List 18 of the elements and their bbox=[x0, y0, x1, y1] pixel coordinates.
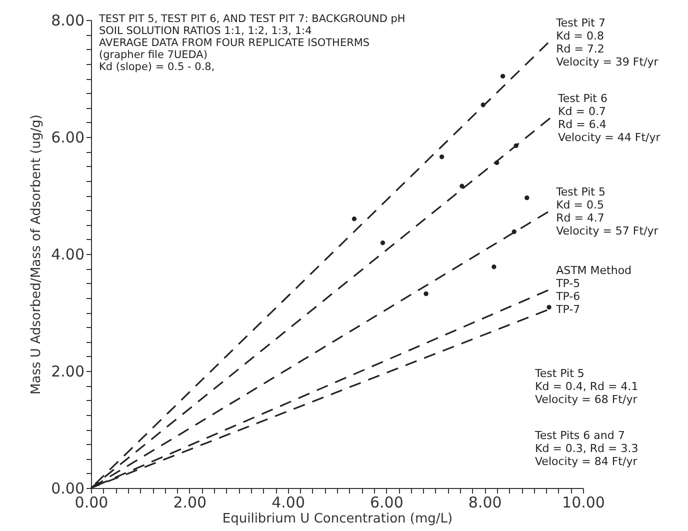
x-tick-label: 10.00 bbox=[562, 494, 605, 512]
y-tick-label: 4.00 bbox=[51, 246, 84, 264]
annotation: ASTM Method TP-5 TP-6 TP-7 bbox=[555, 264, 632, 316]
annotation: Test Pit 7 Kd = 0.8 Rd = 7.2 Velocity = 39 Ft/yr bbox=[555, 16, 659, 68]
annotation: Test Pit 6 Kd = 0.7 Rd = 6.4 Velocity = 44 Ft/yr bbox=[557, 92, 661, 144]
annotation: Test Pit 5 Kd = 0.5 Rd = 4.7 Velocity = 57 Ft/yr bbox=[555, 185, 659, 238]
y-axis-title: Mass U Adsorbed/Mass of Adsorbent (ug/g) bbox=[29, 114, 44, 394]
y-tick-label: 2.00 bbox=[51, 362, 84, 380]
x-tick-label: 6.00 bbox=[370, 494, 404, 512]
x-tick-label: 8.00 bbox=[468, 494, 502, 512]
annotation: Test Pit 5 Kd = 0.4, Rd = 4.1 Velocity = 68 Ft/yr bbox=[534, 367, 638, 406]
y-tick-label: 6.00 bbox=[51, 128, 84, 146]
annotation: Test Pits 6 and 7 Kd = 0.3, Rd = 3.3 Velocity = 84 Ft/yr bbox=[534, 429, 638, 468]
annotation: TEST PIT 5, TEST PIT 6, AND TEST PIT 7: BACKGROUND pH SOIL SOLUTION RATIOS 1:1, 1:2, 1:3, 1:4 AVERAGE DATA FROM FOUR REPLICATE ISOTHERMS (grapher file 7UEDA) Kd (slope) = 0.5 - 0.8, bbox=[98, 13, 406, 73]
x-tick-label: 4.00 bbox=[272, 494, 306, 512]
x-axis-title: Equilibrium U Concentration (mg/L) bbox=[222, 512, 453, 526]
x-tick-label: 2.00 bbox=[173, 494, 207, 512]
y-tick-label: 8.00 bbox=[51, 12, 84, 30]
